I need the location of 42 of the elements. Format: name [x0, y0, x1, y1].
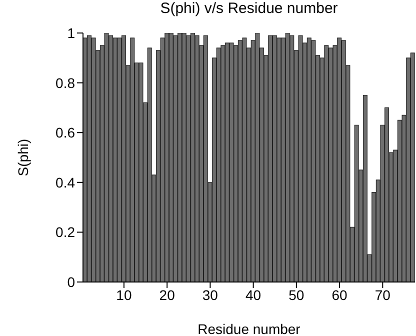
bar: [147, 48, 152, 282]
y-tick-label: 0.8: [56, 74, 76, 91]
bar: [130, 38, 135, 282]
bar: [268, 35, 273, 282]
bar: [203, 35, 208, 282]
bar: [311, 40, 316, 282]
bar: [324, 45, 329, 282]
bar: [328, 48, 333, 282]
bar: [117, 38, 122, 282]
y-tick-label: 0.6: [56, 124, 76, 141]
bar: [242, 38, 247, 282]
bar: [138, 62, 144, 282]
bar: [290, 35, 294, 282]
y-tick-label: 0.2: [56, 224, 76, 240]
y-tick-label: 0: [67, 274, 76, 290]
chart-title: S(phi) v/s Residue number: [159, 0, 339, 17]
x-axis-title: Residue number: [198, 321, 301, 336]
bar: [91, 38, 96, 282]
y-tick-label: 0.4: [56, 174, 76, 190]
bar: [173, 35, 178, 282]
bar: [362, 94, 368, 282]
bar: [194, 35, 200, 282]
bar: [337, 38, 342, 282]
x-tick-label: 10: [116, 286, 132, 303]
x-tick-label: 60: [332, 286, 348, 303]
bar: [298, 35, 303, 282]
x-tick-label: 50: [288, 286, 304, 303]
bar: [255, 33, 260, 282]
x-tick-label: 30: [202, 286, 218, 303]
y-axis-title: S(phi): [14, 138, 31, 176]
x-tick-label: 20: [159, 286, 176, 303]
bar: [186, 35, 191, 282]
bar: [164, 33, 170, 282]
x-tick-label: 40: [246, 286, 262, 303]
bar: [410, 52, 415, 282]
y-tick-label: 1: [67, 24, 76, 41]
bar: [220, 45, 226, 282]
x-tick-label: 70: [374, 286, 391, 303]
bar: [276, 38, 282, 282]
bar: [354, 124, 359, 282]
bar: [341, 40, 346, 282]
bar: [104, 33, 109, 282]
